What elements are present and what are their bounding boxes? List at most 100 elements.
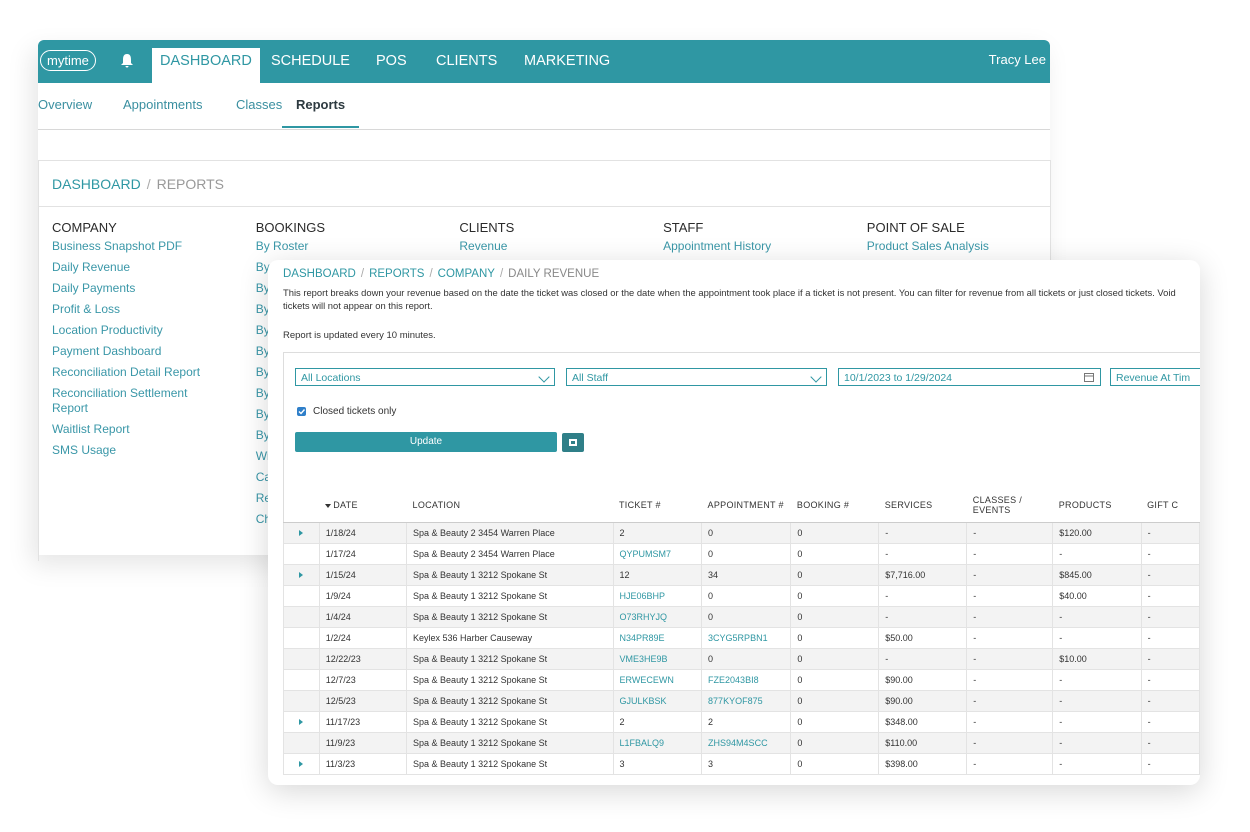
breadcrumb-item[interactable]: COMPANY xyxy=(437,268,495,280)
subnav-item[interactable]: Classes xyxy=(236,97,283,112)
revenue-basis-select[interactable]: Revenue At Tim xyxy=(1110,368,1200,386)
report-link[interactable]: By xyxy=(255,260,270,274)
report-link[interactable]: Reconciliation Detail Report xyxy=(52,365,201,379)
table-row: 12/5/23 Spa & Beauty 1 3212 Spokane St GJU… xyxy=(283,690,1200,712)
table-cell: - xyxy=(878,585,968,607)
table-cell[interactable]: O73RHYJQ xyxy=(612,606,703,628)
report-column: POINT OF SALE Product Sales Analysis xyxy=(867,220,1067,260)
report-link[interactable]: By xyxy=(255,365,270,379)
nav-item[interactable]: DASHBOARD xyxy=(152,48,260,83)
column-heading: CLIENTS xyxy=(459,220,515,235)
report-link[interactable]: Appointment History xyxy=(663,239,772,253)
calendar-icon xyxy=(1084,373,1094,382)
table-cell[interactable]: ERWECEWN xyxy=(612,669,703,691)
table-cell[interactable]: FZE2043BI8 xyxy=(701,669,792,691)
table-cell: 11/3/23 xyxy=(318,753,408,775)
report-link[interactable]: Location Productivity xyxy=(52,323,163,337)
table-cell[interactable]: HJE06BHP xyxy=(612,585,703,607)
report-link[interactable]: Business Snapshot PDF xyxy=(52,239,183,253)
table-cell: 0 xyxy=(790,732,880,754)
table-cell: $120.00 xyxy=(1052,522,1142,544)
table-cell: 2 xyxy=(612,522,703,544)
table-cell: $7,716.00 xyxy=(878,564,968,586)
expand-arrow[interactable] xyxy=(299,761,304,767)
report-link[interactable]: Ca xyxy=(255,470,272,484)
report-link[interactable]: By xyxy=(255,302,270,316)
report-link[interactable]: By Roster xyxy=(255,239,309,253)
table-row: 11/17/23 Spa & Beauty 1 3212 Spokane St 2 2… xyxy=(283,711,1200,733)
logo[interactable]: mytime xyxy=(40,50,96,71)
table-cell[interactable]: N34PR89E xyxy=(612,627,703,649)
table-cell: 1/2/24 xyxy=(318,627,408,649)
subnav-item[interactable]: Reports xyxy=(296,97,346,112)
nav-item[interactable]: MARKETING xyxy=(524,53,611,69)
report-link[interactable]: Reconciliation Settlement Report xyxy=(52,386,188,415)
report-link[interactable]: Wi xyxy=(255,449,270,463)
table-cell[interactable]: 3CYG5RPBN1 xyxy=(701,627,792,649)
table-cell: 1/9/24 xyxy=(318,585,408,607)
expand-cell xyxy=(283,543,320,565)
table-cell[interactable]: GJULKBSK xyxy=(612,690,703,712)
table-cell: - xyxy=(878,648,968,670)
table-cell[interactable]: VME3HE9B xyxy=(612,648,703,670)
user-name[interactable]: Tracy Lee xyxy=(988,52,1046,67)
header-cell: BOOKING # xyxy=(790,488,879,523)
table-cell: - xyxy=(966,585,1054,607)
report-link[interactable]: By xyxy=(255,281,270,295)
report-link[interactable]: By xyxy=(255,323,270,337)
nav-item[interactable]: CLIENTS xyxy=(436,53,498,69)
table-row: 1/17/24 Spa & Beauty 2 3454 Warren Place Q… xyxy=(283,543,1200,565)
bell-icon[interactable] xyxy=(120,53,134,69)
nav-item[interactable]: SCHEDULE xyxy=(271,53,350,69)
report-link[interactable]: Daily Payments xyxy=(52,281,136,295)
export-button[interactable] xyxy=(562,433,584,452)
table-cell: 12/22/23 xyxy=(318,648,408,670)
report-link[interactable]: SMS Usage xyxy=(52,443,117,457)
report-link[interactable]: Product Sales Analysis xyxy=(866,239,989,253)
table-cell[interactable]: 877KYOF875 xyxy=(701,690,792,712)
table-cell: - xyxy=(878,522,968,544)
table-cell: - xyxy=(966,606,1054,628)
table-cell: 1/4/24 xyxy=(318,606,408,628)
nav-item[interactable]: POS xyxy=(376,53,407,69)
report-column: BOOKINGS By Roster By By By By By By By By By Wi Ca R… xyxy=(256,220,456,533)
breadcrumb-item[interactable]: DASHBOARD xyxy=(52,176,141,192)
column-heading: POINT OF SALE xyxy=(866,220,965,235)
breadcrumb-item[interactable]: REPORTS xyxy=(369,268,425,280)
report-link[interactable]: Payment Dashboard xyxy=(52,344,162,358)
table-cell: Spa & Beauty 1 3212 Spokane St xyxy=(406,669,614,691)
report-link[interactable]: Waitlist Report xyxy=(52,422,130,436)
report-link[interactable]: Profit & Loss xyxy=(52,302,121,316)
checkbox[interactable] xyxy=(297,407,306,416)
staff-select[interactable]: All Staff xyxy=(566,368,827,386)
report-link[interactable]: By xyxy=(255,428,270,442)
report-link[interactable]: Ch xyxy=(255,512,272,526)
report-link[interactable]: By xyxy=(255,386,270,400)
subnav-item[interactable]: Appointments xyxy=(123,97,203,112)
breadcrumb-item[interactable]: DASHBOARD xyxy=(283,268,356,280)
report-link[interactable]: By xyxy=(255,344,270,358)
select-value: All Staff xyxy=(572,372,608,384)
report-link[interactable]: Revenue xyxy=(459,239,508,253)
date-range[interactable]: 10/1/2023 to 1/29/2024 xyxy=(838,368,1101,386)
report-link[interactable]: Re xyxy=(255,491,272,505)
table-cell[interactable]: ZHS94M4SCC xyxy=(701,732,792,754)
expand-arrow[interactable] xyxy=(299,530,304,536)
expand-arrow[interactable] xyxy=(299,719,304,725)
expand-cell xyxy=(283,564,320,586)
expand-arrow[interactable] xyxy=(299,572,304,578)
update-button[interactable]: Update xyxy=(295,432,557,452)
table-cell: 34 xyxy=(701,564,792,586)
location-select[interactable]: All Locations xyxy=(295,368,555,386)
table-cell[interactable]: L1FBALQ9 xyxy=(612,732,703,754)
report-link[interactable]: Daily Revenue xyxy=(52,260,131,274)
table-cell[interactable]: QYPUMSM7 xyxy=(612,543,703,565)
subnav-item[interactable]: Overview xyxy=(38,97,93,112)
header-label: PRODUCTS xyxy=(1058,500,1112,510)
report-link[interactable]: By xyxy=(255,407,270,421)
breadcrumb-separator: / xyxy=(429,268,433,280)
header-cell[interactable]: DATE xyxy=(319,488,407,523)
table-cell: $398.00 xyxy=(878,753,968,775)
header-label: APPOINTMENT # xyxy=(707,500,784,510)
